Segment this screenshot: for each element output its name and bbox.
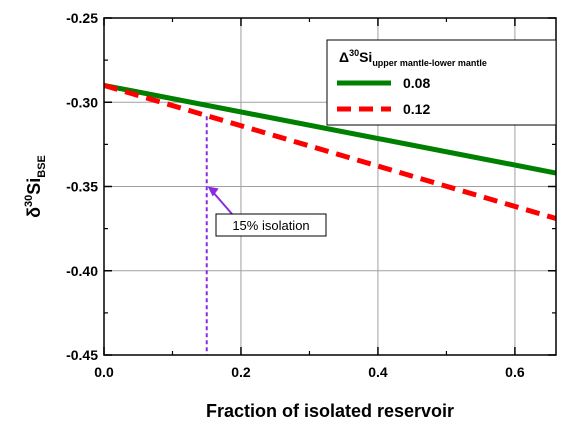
legend-title-sup: 30 [349,48,359,58]
x-axis-title: Fraction of isolated reservoir [206,401,454,421]
x-tick-labels: 0.0 0.2 0.4 0.6 [94,364,525,380]
y-tick-label: -0.35 [66,179,98,195]
axis-ticks [103,17,556,356]
y-axis-title-sub: BSE [36,155,48,178]
x-tick-label: 0.4 [368,364,388,380]
annotation-box [215,213,327,237]
y-tick-label: -0.25 [66,10,98,26]
y-tick-label: -0.30 [66,94,98,110]
legend-title: Δ30Siupper mantle-lower mantle [339,48,487,68]
legend-entries: 0.08 0.12 [337,75,430,117]
legend-label: 0.08 [403,75,430,91]
y-tick-label: -0.40 [66,263,98,279]
y-axis-title: δ30SiBSE [23,155,48,218]
series-layer [103,82,557,221]
y-axis-title-delta: δ [24,207,44,218]
y-tick-label: -0.45 [66,347,98,363]
legend-label: 0.12 [403,101,430,117]
y-axis-title-base: Si [24,178,44,195]
annotation: 15% isolation [205,116,327,355]
series-line-0.08 [103,82,557,176]
x-tick-label: 0.6 [505,364,525,380]
annotation-label: 15% isolation [232,218,309,233]
annotation-arrow-head [207,186,219,197]
legend-title-delta: Δ [339,49,349,65]
x-tick-label: 0.0 [94,364,114,380]
legend-title-base: Si [359,49,372,65]
series-line-0.12 [103,83,557,221]
x-tick-label: 0.2 [231,364,251,380]
legend: Δ30Siupper mantle-lower mantle 0.08 0.12 [326,39,557,126]
legend-title-sub: upper mantle-lower mantle [372,58,487,68]
y-axis-title-sup: 30 [23,195,35,207]
y-tick-labels: -0.45 -0.40 -0.35 -0.30 -0.25 [66,10,98,363]
